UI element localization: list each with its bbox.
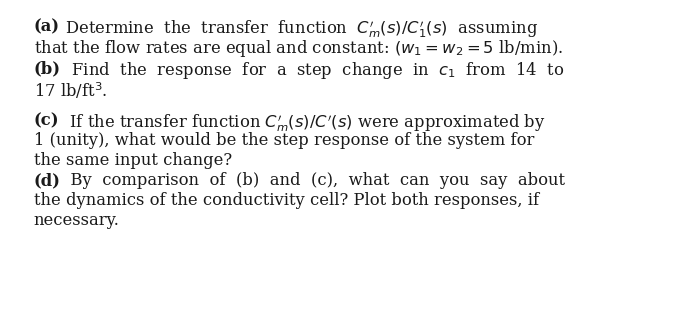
Text: By  comparison  of  (b)  and  (c),  what  can  you  say  about: By comparison of (b) and (c), what can y…	[60, 172, 566, 189]
Text: the dynamics of the conductivity cell? Plot both responses, if: the dynamics of the conductivity cell? P…	[34, 192, 539, 209]
Text: Determine  the  transfer  function  $C_{m}^{\prime}(s)/C_{1}^{\prime}(s)$  assum: Determine the transfer function $C_{m}^{…	[60, 18, 538, 40]
Text: that the flow rates are equal and constant: $(w_{1} = w_{2} = 5$ lb/min).: that the flow rates are equal and consta…	[34, 38, 563, 59]
Text: If the transfer function $C_{m}^{\prime}(s)/C^{\prime}(s)$ were approximated by: If the transfer function $C_{m}^{\prime}…	[59, 112, 546, 134]
Text: (a): (a)	[34, 18, 60, 35]
Text: (b): (b)	[34, 60, 61, 77]
Text: (c): (c)	[34, 112, 59, 129]
Text: (d): (d)	[34, 172, 60, 189]
Text: the same input change?: the same input change?	[34, 152, 232, 169]
Text: 1 (unity), what would be the step response of the system for: 1 (unity), what would be the step respon…	[34, 132, 534, 149]
Text: necessary.: necessary.	[34, 212, 120, 229]
Text: Find  the  response  for  a  step  change  in  $c_{1}$  from  14  to: Find the response for a step change in $…	[61, 60, 564, 81]
Text: 17 lb/ft$^{3}$.: 17 lb/ft$^{3}$.	[34, 80, 107, 101]
